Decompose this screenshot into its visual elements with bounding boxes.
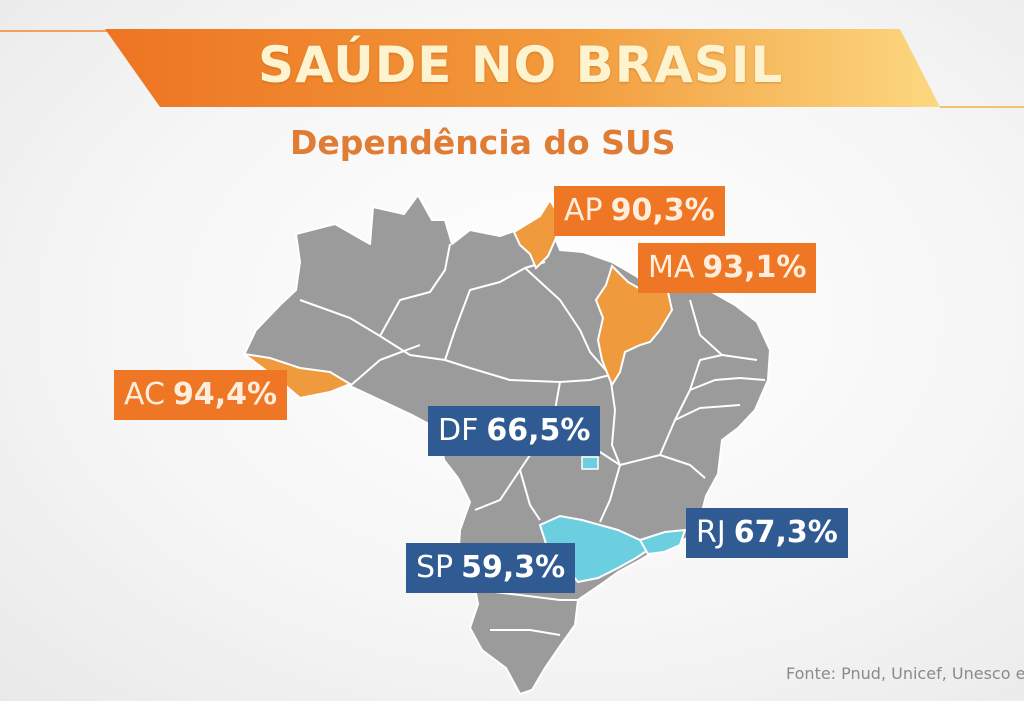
label-ac: AC 94,4% [114, 370, 288, 420]
state-code: SP [416, 550, 454, 585]
state-code: MA [648, 250, 695, 285]
state-code: AC [124, 377, 165, 412]
source-note: Fonte: Pnud, Unicef, Unesco e [786, 664, 1024, 683]
label-ma: MA 93,1% [638, 243, 817, 293]
label-sp: SP 59,3% [406, 543, 576, 593]
label-rj: RJ 67,3% [686, 508, 848, 558]
state-ap [512, 198, 559, 270]
state-value: 67,3% [733, 515, 838, 550]
title-banner [0, 29, 1024, 108]
state-rj [638, 528, 687, 556]
state-code: RJ [696, 515, 726, 550]
state-borders [299, 243, 766, 636]
state-value: 93,1% [702, 250, 807, 285]
state-value: 66,5% [486, 413, 591, 448]
state-value: 90,3% [610, 193, 715, 228]
state-code: DF [438, 413, 479, 448]
state-value: 59,3% [461, 550, 566, 585]
state-df [581, 456, 599, 470]
label-ap: AP 90,3% [554, 186, 725, 236]
state-value: 94,4% [172, 377, 278, 412]
page-title: SAÚDE NO BRASIL [258, 36, 784, 94]
state-code: AP [564, 193, 603, 228]
label-df: DF 66,5% [428, 406, 601, 456]
page-subtitle: Dependência do SUS [290, 123, 676, 162]
